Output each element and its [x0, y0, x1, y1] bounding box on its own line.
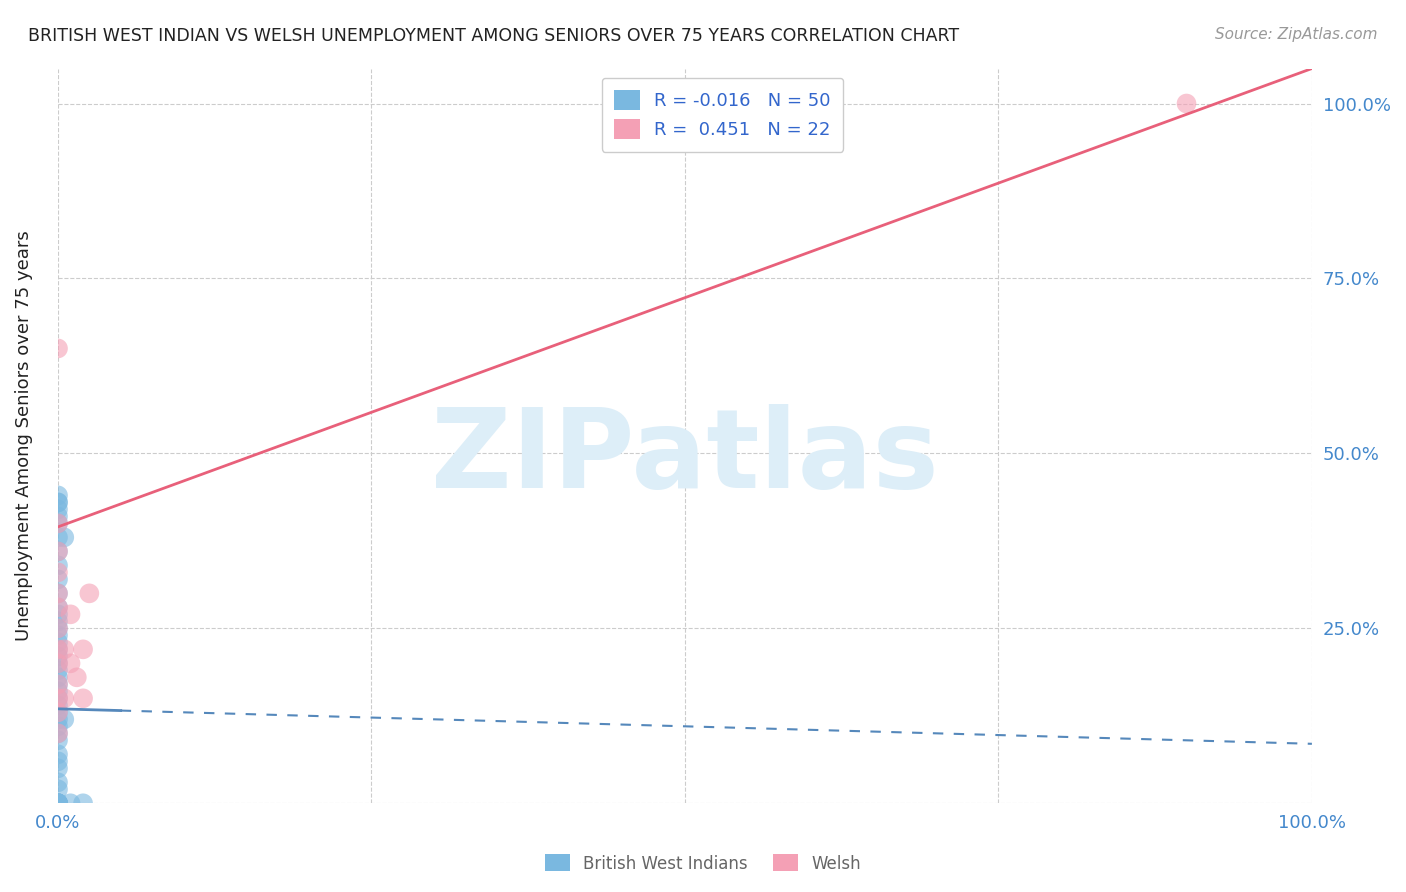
Point	[79, 586, 101, 600]
Point	[46, 516, 69, 531]
Point	[46, 797, 69, 811]
Point	[72, 691, 94, 706]
Point	[72, 797, 94, 811]
Point	[46, 797, 69, 811]
Text: BRITISH WEST INDIAN VS WELSH UNEMPLOYMENT AMONG SENIORS OVER 75 YEARS CORRELATIO: BRITISH WEST INDIAN VS WELSH UNEMPLOYMEN…	[28, 27, 959, 45]
Point	[46, 733, 69, 747]
Text: Source: ZipAtlas.com: Source: ZipAtlas.com	[1215, 27, 1378, 42]
Point	[46, 726, 69, 740]
Point	[46, 797, 69, 811]
Point	[46, 502, 69, 516]
Point	[46, 754, 69, 768]
Point	[59, 657, 82, 671]
Point	[46, 586, 69, 600]
Point	[46, 663, 69, 677]
Point	[46, 342, 69, 356]
Point	[46, 670, 69, 684]
Point	[46, 586, 69, 600]
Point	[46, 797, 69, 811]
Legend: British West Indians, Welsh: British West Indians, Welsh	[538, 847, 868, 880]
Point	[46, 775, 69, 789]
Point	[46, 677, 69, 691]
Point	[46, 621, 69, 635]
Legend: R = -0.016   N = 50, R =  0.451   N = 22: R = -0.016 N = 50, R = 0.451 N = 22	[602, 78, 844, 152]
Point	[66, 670, 89, 684]
Point	[46, 600, 69, 615]
Point	[46, 691, 69, 706]
Point	[53, 691, 76, 706]
Point	[46, 691, 69, 706]
Point	[46, 797, 69, 811]
Point	[46, 706, 69, 720]
Point	[46, 747, 69, 762]
Point	[46, 558, 69, 573]
Point	[46, 657, 69, 671]
Point	[46, 797, 69, 811]
Point	[59, 607, 82, 622]
Point	[46, 677, 69, 691]
Point	[46, 657, 69, 671]
Point	[53, 712, 76, 726]
Point	[46, 607, 69, 622]
Point	[46, 530, 69, 544]
Point	[46, 649, 69, 664]
Point	[46, 495, 69, 509]
Point	[46, 712, 69, 726]
Point	[46, 635, 69, 649]
Point	[46, 797, 69, 811]
Point	[46, 566, 69, 580]
Point	[46, 621, 69, 635]
Point	[46, 761, 69, 775]
Point	[46, 797, 69, 811]
Point	[46, 516, 69, 531]
Point	[46, 544, 69, 558]
Point	[46, 495, 69, 509]
Y-axis label: Unemployment Among Seniors over 75 years: Unemployment Among Seniors over 75 years	[15, 230, 32, 641]
Point	[59, 797, 82, 811]
Point	[46, 544, 69, 558]
Point	[46, 642, 69, 657]
Point	[46, 797, 69, 811]
Point	[46, 706, 69, 720]
Point	[53, 530, 76, 544]
Point	[46, 509, 69, 524]
Point	[46, 726, 69, 740]
Point	[46, 573, 69, 587]
Point	[46, 797, 69, 811]
Point	[46, 642, 69, 657]
Point	[46, 615, 69, 629]
Point	[53, 642, 76, 657]
Point	[72, 642, 94, 657]
Point	[46, 684, 69, 698]
Point	[46, 782, 69, 797]
Point	[1175, 96, 1198, 111]
Point	[46, 719, 69, 733]
Point	[46, 698, 69, 713]
Point	[46, 488, 69, 502]
Point	[46, 600, 69, 615]
Point	[46, 628, 69, 642]
Text: ZIPatlas: ZIPatlas	[432, 404, 939, 511]
